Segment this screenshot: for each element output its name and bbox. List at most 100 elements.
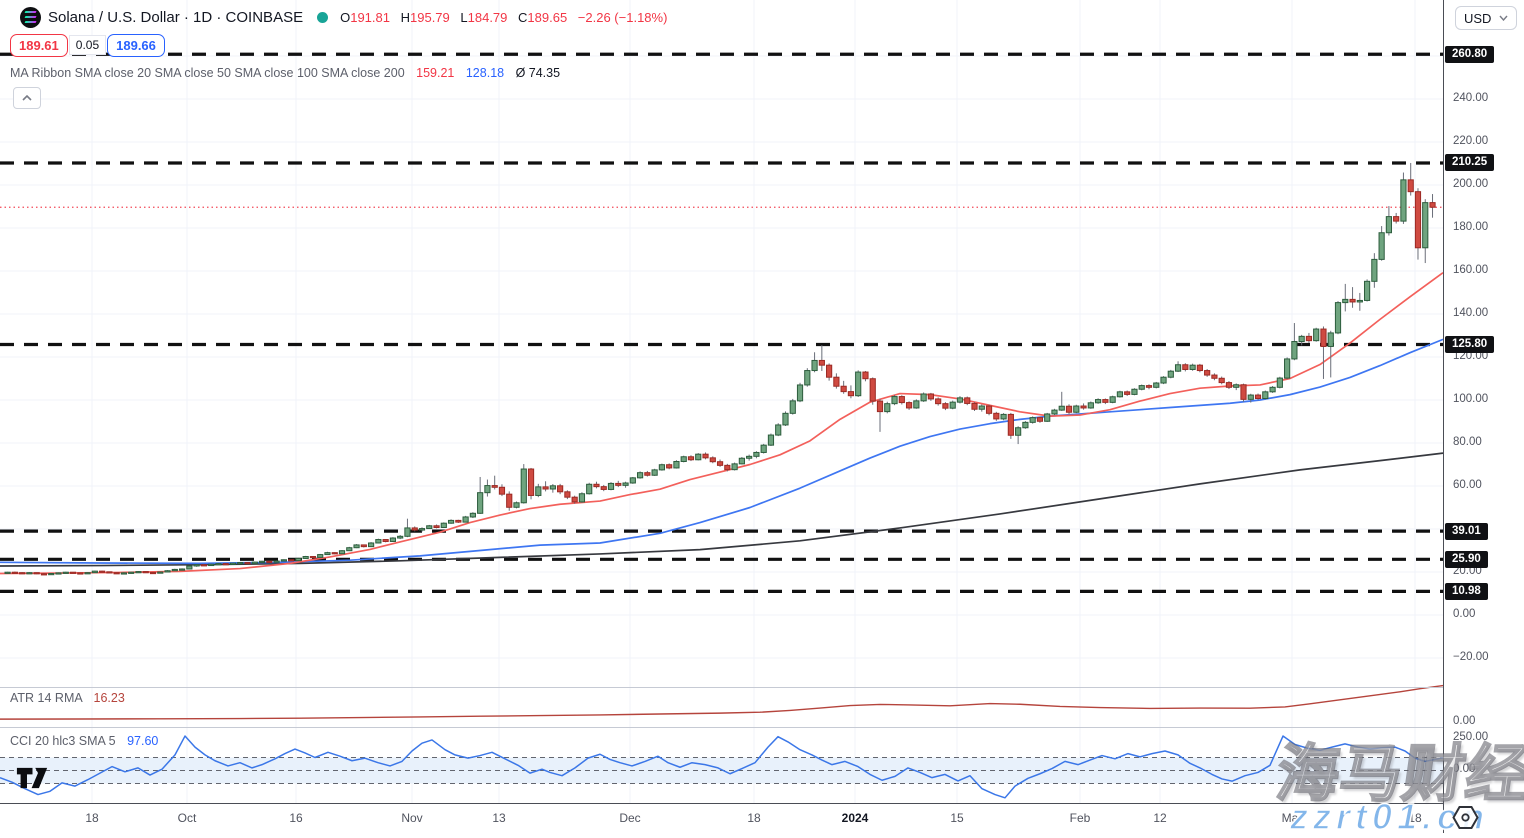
candle [527,468,535,496]
candle [1182,364,1189,370]
tradingview-logo-icon[interactable] [16,766,49,795]
currency-dropdown[interactable]: USD [1455,6,1517,30]
candle [84,572,91,575]
candle [1015,427,1022,436]
candle [1131,388,1138,395]
symbol-header: Solana / U.S. Dollar · 1D · COINBASE O19… [20,5,667,29]
candle [753,451,760,457]
candle [1065,405,1073,413]
candle [178,568,186,571]
candle [1342,298,1349,304]
price-level-badge: 25.90 [1445,550,1488,568]
candle [1240,384,1247,400]
candle [1029,417,1036,423]
candle [1174,364,1182,372]
candle [1116,391,1124,398]
candle [520,468,527,504]
candle [1167,370,1174,378]
candle [1407,179,1414,193]
cci-label[interactable]: CCI 20 hlc3 SMA 5 [10,734,116,748]
candle [1036,417,1044,422]
candle [186,565,193,570]
candle [578,493,586,503]
candle [4,571,11,574]
candle [687,456,695,461]
candle [1051,409,1058,415]
candle [811,359,818,372]
time-tick-label: 18 [747,811,761,825]
sell-button[interactable]: 189.61 [10,33,68,57]
ma-ribbon-label[interactable]: MA Ribbon SMA close 20 SMA close 50 SMA … [10,66,405,80]
candle [564,491,571,498]
candle [949,401,956,409]
candle [586,483,593,495]
atr-line [0,684,1444,720]
candle [615,482,622,486]
pane-divider-atr[interactable] [0,687,1443,688]
candle [1414,191,1422,249]
collapse-indicators-button[interactable] [13,87,41,109]
candle [1356,299,1363,303]
candle [666,464,673,469]
candle [629,477,636,484]
sma20-line [0,272,1444,575]
candle [636,472,644,479]
low-value: 184.79 [467,9,508,25]
candle [1276,377,1283,388]
candle [731,463,738,471]
price-level-badge: 210.25 [1445,154,1495,172]
candle [491,485,498,488]
ma-ribbon-row: MA Ribbon SMA close 20 SMA close 50 SMA … [10,66,560,80]
candle [724,464,731,471]
candle [338,550,346,555]
candle [1313,328,1320,342]
candle [128,571,135,574]
candle [978,405,985,410]
candle [607,482,615,490]
atr-label[interactable]: ATR 14 RMA [10,691,83,705]
chevron-up-icon [22,95,32,101]
candle [1160,376,1167,384]
candle [716,461,724,466]
candle [353,544,360,549]
candle [1073,405,1080,413]
candle [440,522,447,528]
time-tick-label: 12 [1153,811,1167,825]
candle [477,492,484,514]
candle [382,539,389,542]
candle [695,453,702,461]
candle [360,544,367,548]
candle [506,493,513,508]
price-axis[interactable]: USD 240.00 220.00 200.00 180.00 160.00 140.00… [1443,0,1524,833]
candle [964,397,971,404]
candle [898,396,905,404]
candle [368,542,375,548]
candle [622,482,629,486]
candle [208,563,215,567]
cci-line [0,735,1444,799]
candle [135,571,142,574]
candle [920,393,927,402]
atr-tick-label: 0.00 [1453,715,1476,727]
solana-logo-icon [20,6,41,28]
candle [942,403,949,409]
price-tick-label: −20.00 [1453,651,1489,663]
buy-button[interactable]: 189.66 [107,33,165,57]
candle [447,519,455,524]
candle [331,552,338,555]
time-axis[interactable]: 18 Oct 16 Nov 13 Dec 18 2024 15 Feb 12 Mar 18 [0,803,1443,833]
candle [389,537,397,542]
candle [1327,332,1334,347]
sma50-line [0,338,1444,565]
symbol-title[interactable]: Solana / U.S. Dollar · 1D · COINBASE [48,8,304,26]
candle [593,483,600,488]
candle [1298,335,1305,343]
pane-divider-cci[interactable] [0,727,1443,728]
candle [244,562,251,565]
candle [1284,358,1291,379]
candle [746,455,753,459]
cci-tick-label: 0.00 [1453,763,1476,775]
candle [1320,328,1327,347]
